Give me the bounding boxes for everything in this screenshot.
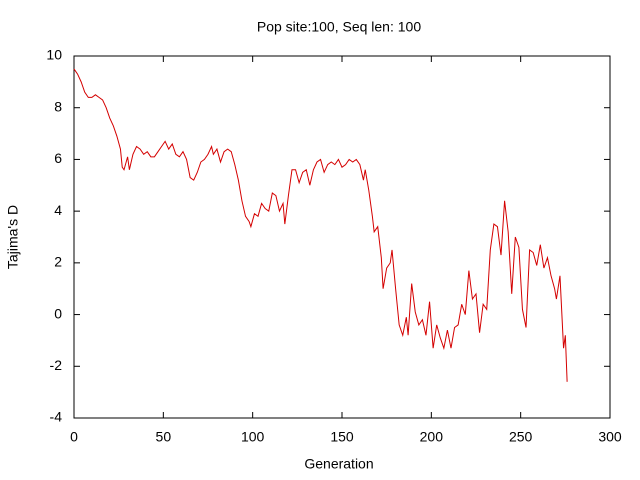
- x-tick-label: 100: [241, 429, 265, 445]
- x-tick-label: 250: [509, 429, 533, 445]
- y-tick-label: -4: [50, 409, 63, 425]
- y-tick-label: 10: [46, 47, 62, 63]
- x-axis-label: Generation: [304, 456, 373, 472]
- y-tick-label: 0: [54, 305, 62, 321]
- y-tick-label: -2: [50, 357, 63, 373]
- y-tick-label: 8: [54, 98, 62, 114]
- y-tick-label: 6: [54, 150, 62, 166]
- y-axis-label: Tajima's D: [5, 205, 21, 269]
- x-tick-label: 50: [156, 429, 172, 445]
- data-line: [73, 68, 568, 382]
- chart-title: Pop site:100, Seq len: 100: [257, 19, 421, 35]
- plot-frame: [73, 55, 611, 419]
- x-tick-label: 200: [420, 429, 444, 445]
- x-tick-label: 150: [330, 429, 354, 445]
- y-tick-label: 2: [54, 254, 62, 270]
- x-tick-label: 300: [598, 429, 622, 445]
- y-tick-label: 4: [54, 202, 62, 218]
- x-tick-label: 0: [70, 429, 78, 445]
